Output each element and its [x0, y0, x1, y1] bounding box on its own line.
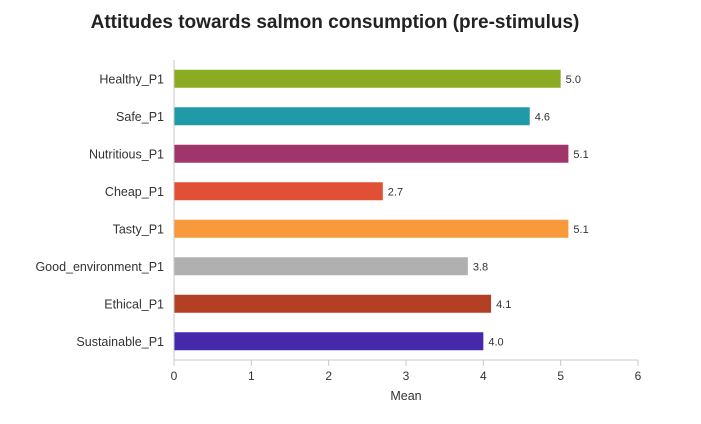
x-tick-label: 5 [557, 369, 564, 383]
category-label: Ethical_P1 [104, 297, 164, 311]
bars-layer [174, 69, 569, 351]
data-label: 3.8 [473, 261, 488, 273]
bar-safe-p1 [174, 107, 530, 126]
data-label: 4.6 [535, 111, 550, 123]
category-label: Safe_P1 [116, 110, 164, 124]
bar-nutritious-p1 [174, 144, 569, 163]
data-label: 4.0 [488, 336, 503, 348]
category-label: Good_environment_P1 [35, 260, 164, 274]
data-label: 5.1 [573, 224, 588, 236]
data-label: 4.1 [496, 299, 511, 311]
bar-good-environment-p1 [174, 257, 468, 276]
x-axis-title: Mean [390, 389, 421, 403]
bar-healthy-p1 [174, 69, 561, 88]
x-tick-label: 3 [403, 369, 410, 383]
bar-tasty-p1 [174, 219, 569, 238]
labels-layer: Healthy_P1 5.0 Safe_P1 4.6 Nutritious_P1 5.1 C… [35, 72, 588, 349]
x-tick-label: 0 [171, 369, 178, 383]
category-label: Sustainable_P1 [76, 335, 164, 349]
bar-cheap-p1 [174, 182, 383, 201]
category-label: Nutritious_P1 [89, 147, 164, 161]
data-label: 5.0 [566, 74, 581, 86]
x-tick-label: 4 [480, 369, 487, 383]
x-ticks: 0 1 2 3 4 5 6 [171, 360, 642, 383]
bar-ethical-p1 [174, 294, 492, 313]
category-label: Healthy_P1 [99, 72, 164, 86]
data-label: 5.1 [573, 149, 588, 161]
category-label: Tasty_P1 [113, 222, 164, 236]
bar-sustainable-p1 [174, 332, 484, 351]
x-tick-label: 1 [248, 369, 255, 383]
chart-title: Attitudes towards salmon consumption (pr… [90, 12, 580, 33]
data-label: 2.7 [388, 186, 403, 198]
x-tick-label: 2 [325, 369, 332, 383]
x-tick-label: 6 [635, 369, 642, 383]
category-label: Cheap_P1 [105, 185, 164, 199]
